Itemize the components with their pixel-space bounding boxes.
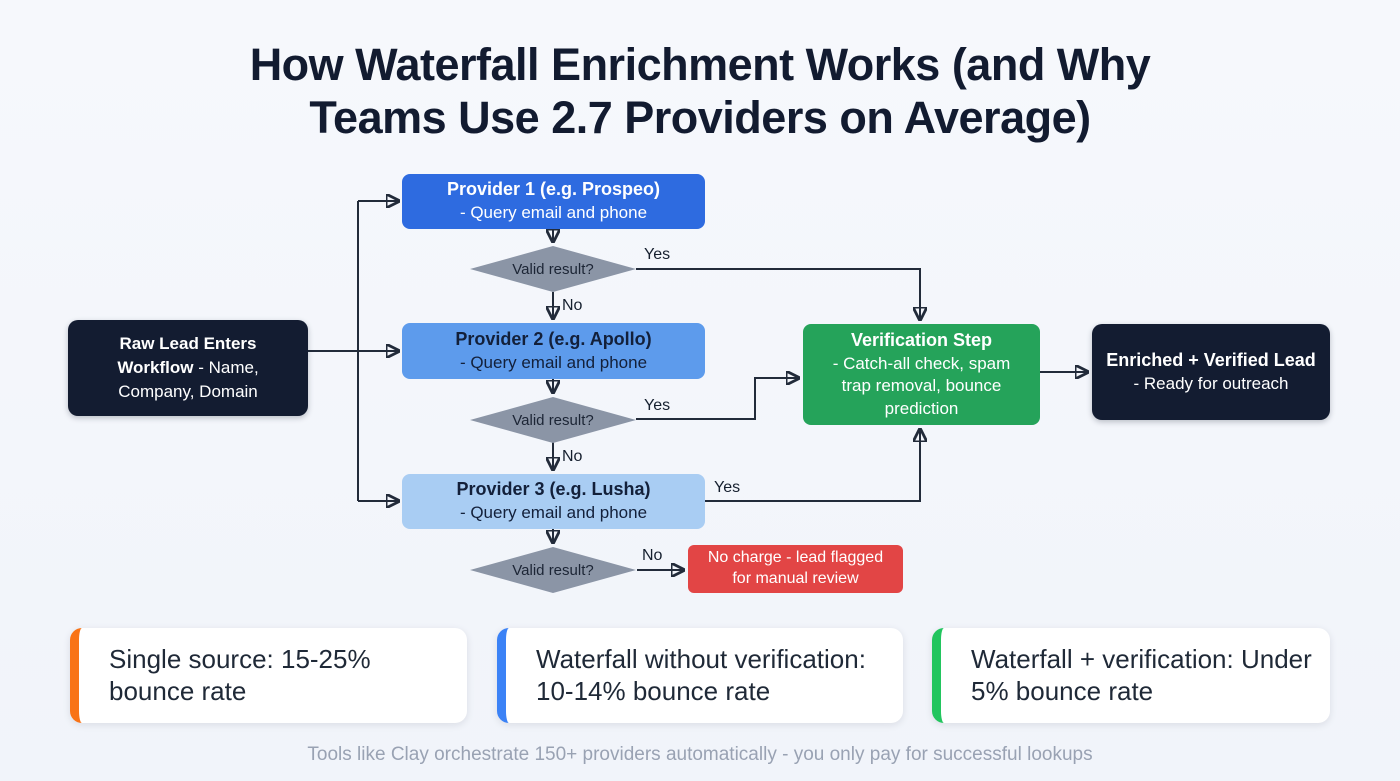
- decision2-label: Valid result?: [512, 411, 594, 429]
- provider1-title: Provider 1 (e.g. Prospeo): [446, 179, 661, 200]
- stat-card-waterfall-verification: Waterfall + verification: Under 5% bounc…: [932, 628, 1330, 723]
- raw-lead-node: Raw Lead Enters Workflow - Name, Company…: [68, 320, 308, 416]
- raw-lead-text: Raw Lead Enters Workflow - Name, Company…: [82, 332, 294, 403]
- provider3-node: Provider 3 (e.g. Lusha) - Query email an…: [402, 474, 705, 529]
- no-charge-node: No charge - lead flagged for manual revi…: [688, 545, 903, 593]
- stat-card-single-source-text: Single source: 15-25% bounce rate: [109, 644, 371, 706]
- page-title: How Waterfall Enrichment Works (and Why …: [249, 39, 1151, 144]
- verification-node: Verification Step - Catch-all check, spa…: [803, 324, 1040, 425]
- edge-label-no-1: No: [562, 297, 583, 314]
- stat-card-waterfall-no-verification-text: Waterfall without verification: 10-14% b…: [536, 644, 866, 706]
- result-node: Enriched + Verified Lead - Ready for out…: [1092, 324, 1330, 420]
- decision3-label: Valid result?: [512, 561, 594, 579]
- edge-label-no-2: No: [562, 448, 583, 465]
- raw-lead-title: Raw Lead Enters Workflow: [117, 334, 257, 378]
- provider3-subtitle: - Query email and phone: [459, 503, 648, 523]
- stat-card-single-source: Single source: 15-25% bounce rate: [70, 628, 467, 723]
- decision3-diamond: Valid result?: [470, 547, 636, 593]
- raw-lead-subtitle: - Name, Company, Domain: [118, 358, 259, 401]
- decision2-diamond: Valid result?: [470, 397, 636, 443]
- provider2-title: Provider 2 (e.g. Apollo): [455, 328, 652, 349]
- edge-label-yes-2: Yes: [644, 397, 671, 414]
- provider1-node: Provider 1 (e.g. Prospeo) - Query email …: [402, 174, 705, 229]
- provider1-subtitle: - Query email and phone: [459, 203, 648, 223]
- verification-subtitle: - Catch-all check, spam trap removal, bo…: [832, 353, 1011, 418]
- no-charge-text: No charge - lead flagged for manual revi…: [707, 549, 884, 587]
- decision1-label: Valid result?: [512, 260, 594, 278]
- stat-card-waterfall-no-verification: Waterfall without verification: 10-14% b…: [497, 628, 903, 723]
- provider2-subtitle: - Query email and phone: [459, 352, 648, 372]
- edge-label-yes-3: Yes: [714, 479, 741, 496]
- result-title: Enriched + Verified Lead: [1106, 349, 1316, 370]
- provider3-title: Provider 3 (e.g. Lusha): [456, 479, 651, 500]
- footer-note: Tools like Clay orchestrate 150+ provide…: [307, 744, 1093, 765]
- arrow-decision1-yes-to-verification: [636, 268, 920, 319]
- edge-label-yes-1: Yes: [644, 246, 671, 263]
- edge-label-no-3: No: [642, 547, 663, 564]
- provider2-node: Provider 2 (e.g. Apollo) - Query email a…: [402, 323, 705, 379]
- result-subtitle: - Ready for outreach: [1133, 373, 1289, 393]
- stat-card-waterfall-verification-text: Waterfall + verification: Under 5% bounc…: [971, 644, 1312, 706]
- verification-title: Verification Step: [850, 329, 993, 350]
- decision1-diamond: Valid result?: [470, 246, 636, 292]
